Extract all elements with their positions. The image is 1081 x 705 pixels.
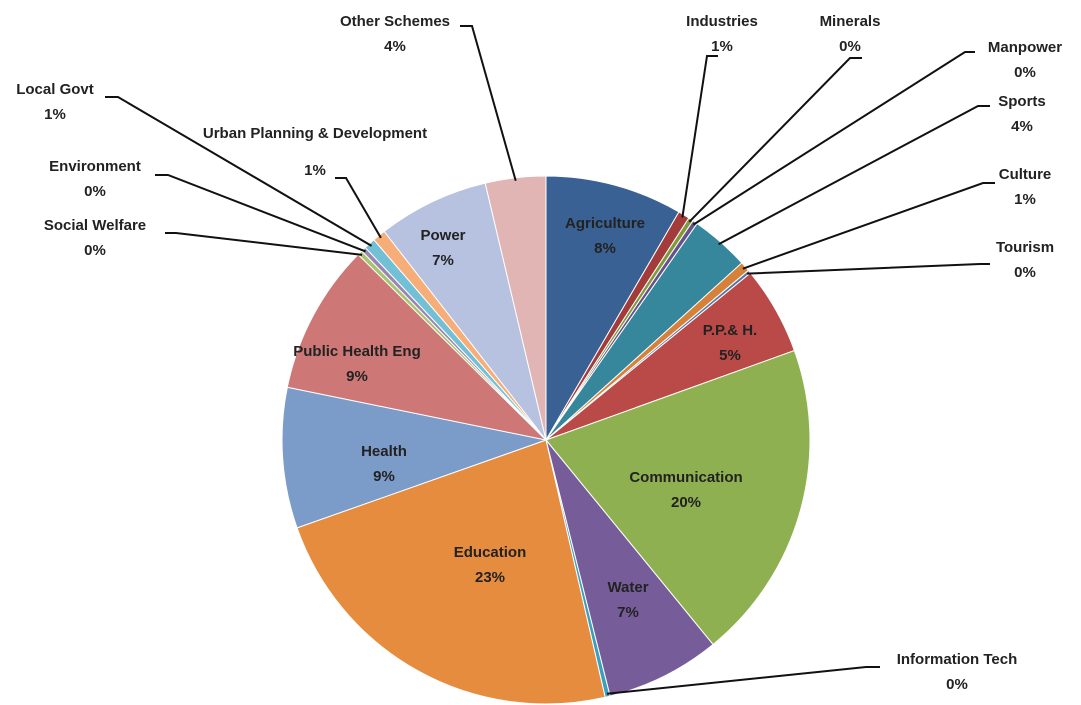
pie-slice: [545, 349, 811, 646]
leader-line: [165, 232, 363, 256]
pie-slice: [281, 386, 548, 529]
slice-label: P.P.& H.: [703, 322, 757, 339]
pie-slice: [286, 253, 548, 441]
slice-value: 20%: [671, 494, 701, 511]
leader-line: [681, 55, 718, 218]
slice-label: Environment: [49, 158, 141, 175]
slice-label: Information Tech: [897, 651, 1018, 668]
slice-value: 0%: [1014, 64, 1036, 81]
slice-value: 23%: [475, 569, 505, 586]
slice-label: Manpower: [988, 39, 1062, 56]
slice-value: 0%: [839, 38, 861, 55]
slice-label: Tourism: [996, 239, 1054, 256]
pie-slice: [383, 182, 547, 441]
leader-line: [747, 263, 990, 275]
leader-line: [718, 105, 990, 246]
slice-label: Public Health Eng: [293, 343, 421, 360]
slice-value: 1%: [1014, 191, 1036, 208]
slice-value: 1%: [304, 162, 326, 179]
slice-label: Other Schemes: [340, 13, 450, 30]
slice-label: Culture: [999, 166, 1052, 183]
slice-label: Health: [361, 443, 407, 460]
slice-value: 8%: [594, 240, 616, 257]
slice-value: 1%: [711, 38, 733, 55]
leader-line: [742, 182, 995, 270]
slice-label: Minerals: [820, 13, 881, 30]
slice-value: 9%: [346, 368, 368, 385]
pie-slice: [545, 439, 714, 697]
slice-value: 0%: [946, 676, 968, 693]
slice-label: Communication: [629, 469, 742, 486]
slice-value: 5%: [719, 347, 741, 364]
leader-line: [606, 666, 880, 695]
slice-label: Industries: [686, 13, 758, 30]
slice-value: 0%: [1014, 264, 1036, 281]
slice-label: Urban Planning & Development: [203, 125, 427, 142]
slice-label: Water: [607, 579, 648, 596]
leader-line: [155, 174, 366, 253]
leader-line: [335, 177, 382, 239]
slice-label: Local Govt: [16, 81, 94, 98]
slice-value: 7%: [617, 604, 639, 621]
slice-label: Education: [454, 544, 527, 561]
leader-line: [105, 96, 373, 247]
leader-line: [460, 25, 517, 182]
slice-value: 9%: [373, 468, 395, 485]
slice-value: 4%: [1011, 118, 1033, 135]
slice-value: 0%: [84, 183, 106, 200]
pie-slice: [296, 439, 606, 705]
slice-value: 7%: [432, 252, 454, 269]
slice-value: 4%: [384, 38, 406, 55]
slice-label: Agriculture: [565, 215, 645, 232]
leader-line: [692, 51, 975, 226]
slice-value: 1%: [44, 106, 66, 123]
slice-label: Sports: [998, 93, 1046, 110]
slice-label: Power: [420, 227, 465, 244]
slice-label: Social Welfare: [44, 217, 146, 234]
leader-line: [688, 57, 862, 223]
pie-slice: [545, 175, 680, 442]
slice-value: 0%: [84, 242, 106, 259]
